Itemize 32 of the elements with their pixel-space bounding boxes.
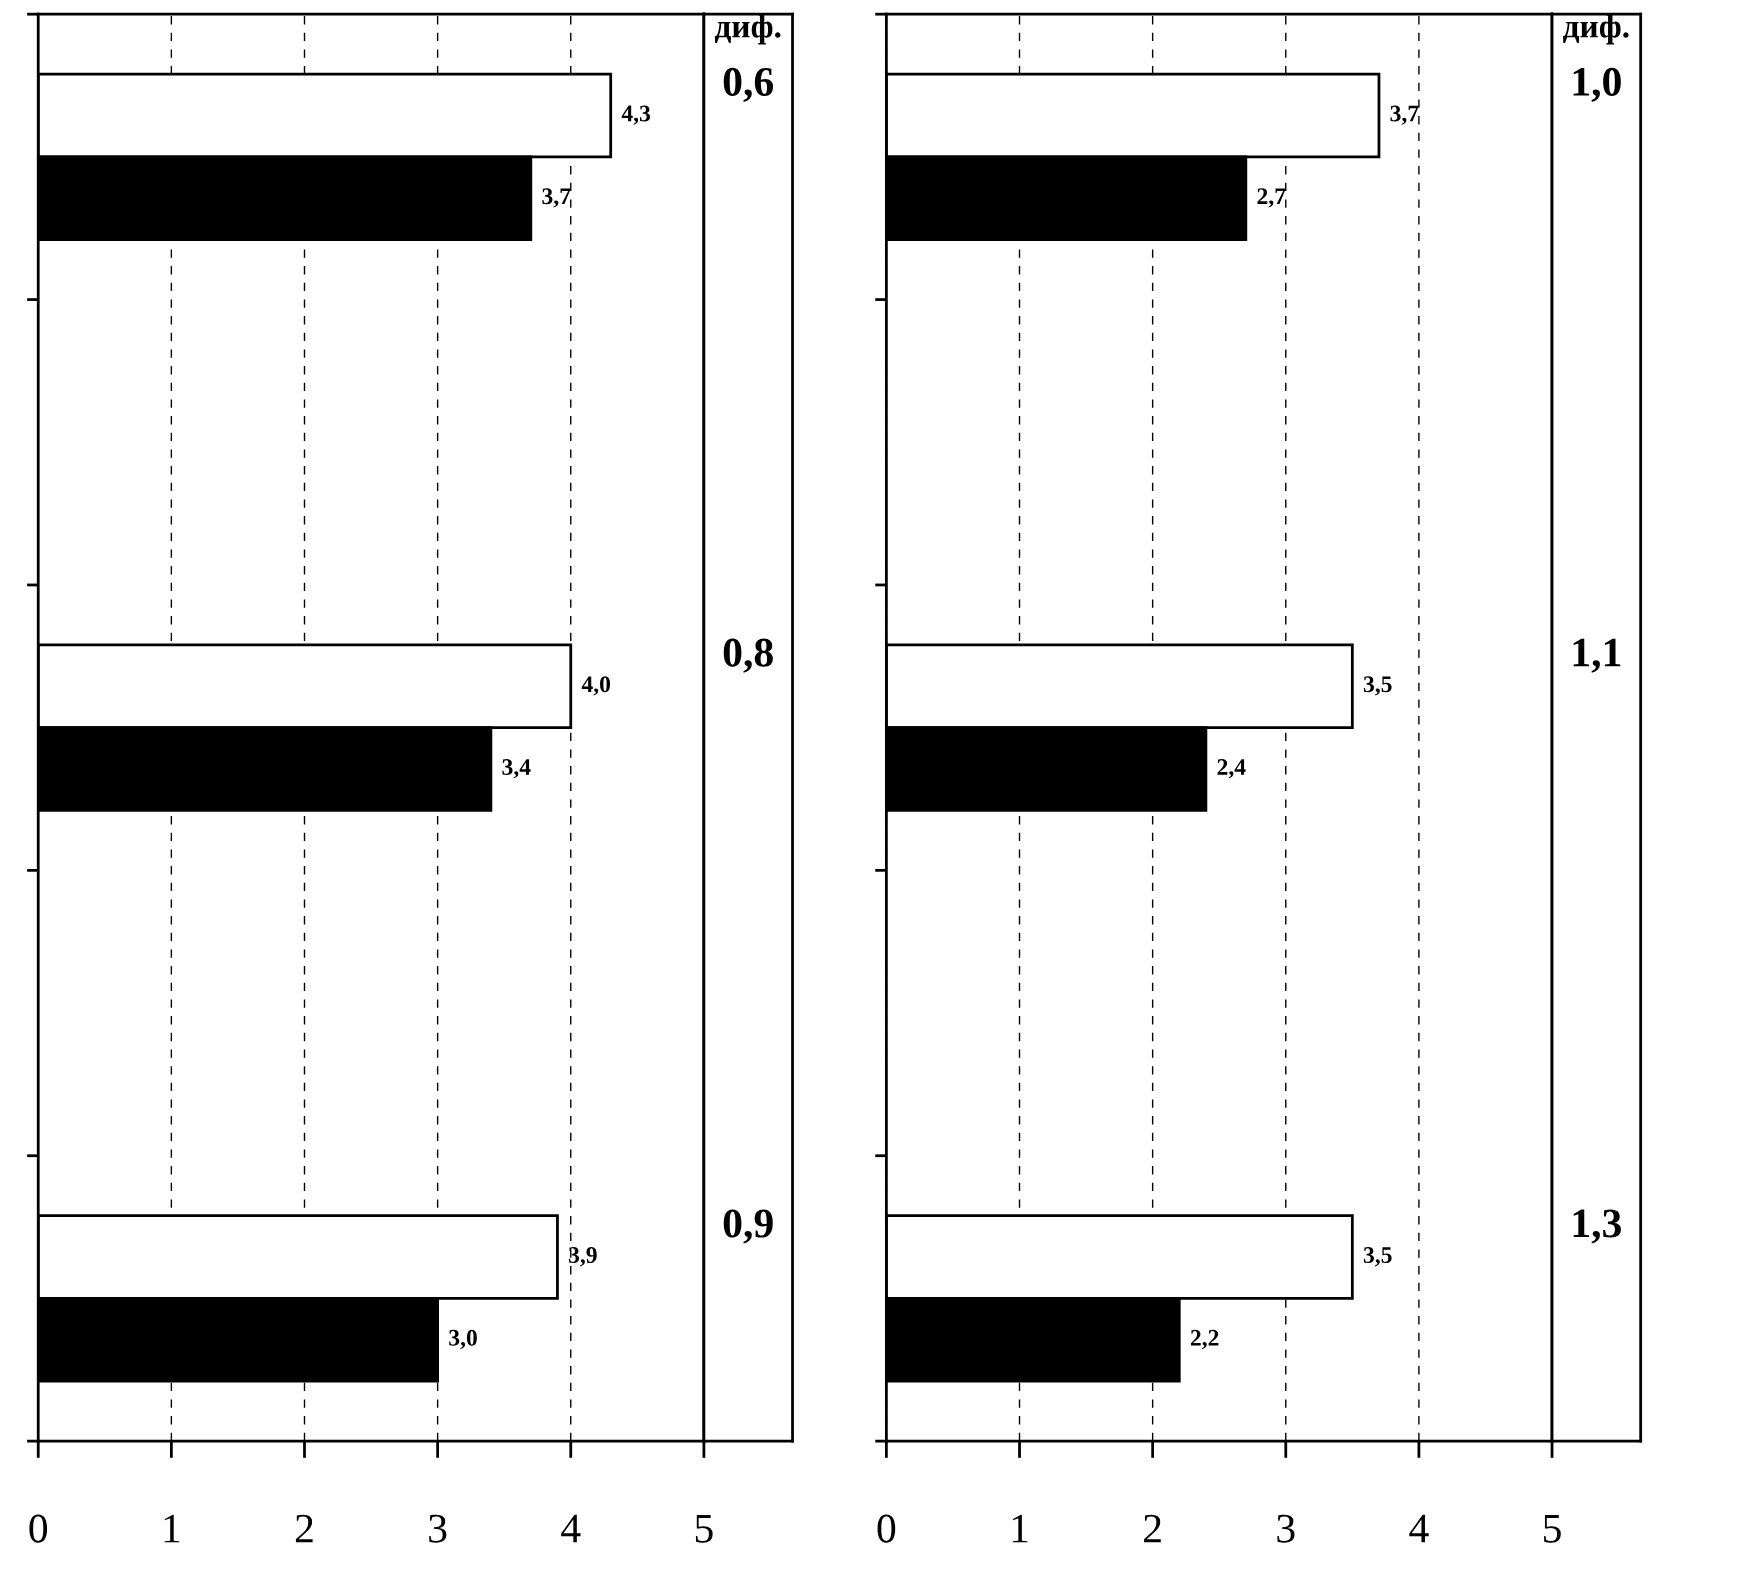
text: 0,9 [723,1209,773,1244]
text: 1,1 [1573,638,1621,673]
x-tick-label: 1 [164,1514,180,1543]
data-label: 3,4 [502,759,531,779]
x-tick-label: 4 [561,1514,581,1543]
data-label: 2,7 [1257,188,1286,208]
x-tick-label: 0 [877,1514,896,1543]
text: 0,6 [723,67,774,102]
x-tick-label: 2 [1144,1514,1161,1543]
x-tick-label: 3 [1277,1514,1295,1543]
x-tick-label: 1 [1012,1514,1028,1543]
text: 0,8 [723,638,773,673]
data-label: 2,2 [1190,1329,1219,1350]
x-tick-label: 0 [29,1514,48,1543]
data-label: 3,7 [1390,105,1419,125]
text: 1,3 [1573,1209,1621,1244]
x-tick-label: 2 [295,1514,313,1543]
x-tick-label: 3 [429,1514,447,1543]
text: диф. [714,14,781,45]
text: 1,0 [1573,67,1621,102]
x-tick-label: 5 [695,1514,713,1543]
x-tick-label: 5 [1544,1514,1561,1543]
text: диф. [1563,14,1629,45]
data-label: 2,4 [1217,759,1246,779]
data-label: 3,9 [568,1247,597,1267]
data-label: 4,0 [581,676,611,696]
data-label: 3,5 [1363,1247,1392,1267]
data-label: 3,7 [542,188,571,208]
data-label: 4,3 [621,105,651,125]
x-tick-label: 4 [1409,1514,1429,1543]
data-label: 3,0 [449,1329,477,1350]
data-label: 3,5 [1363,676,1392,696]
